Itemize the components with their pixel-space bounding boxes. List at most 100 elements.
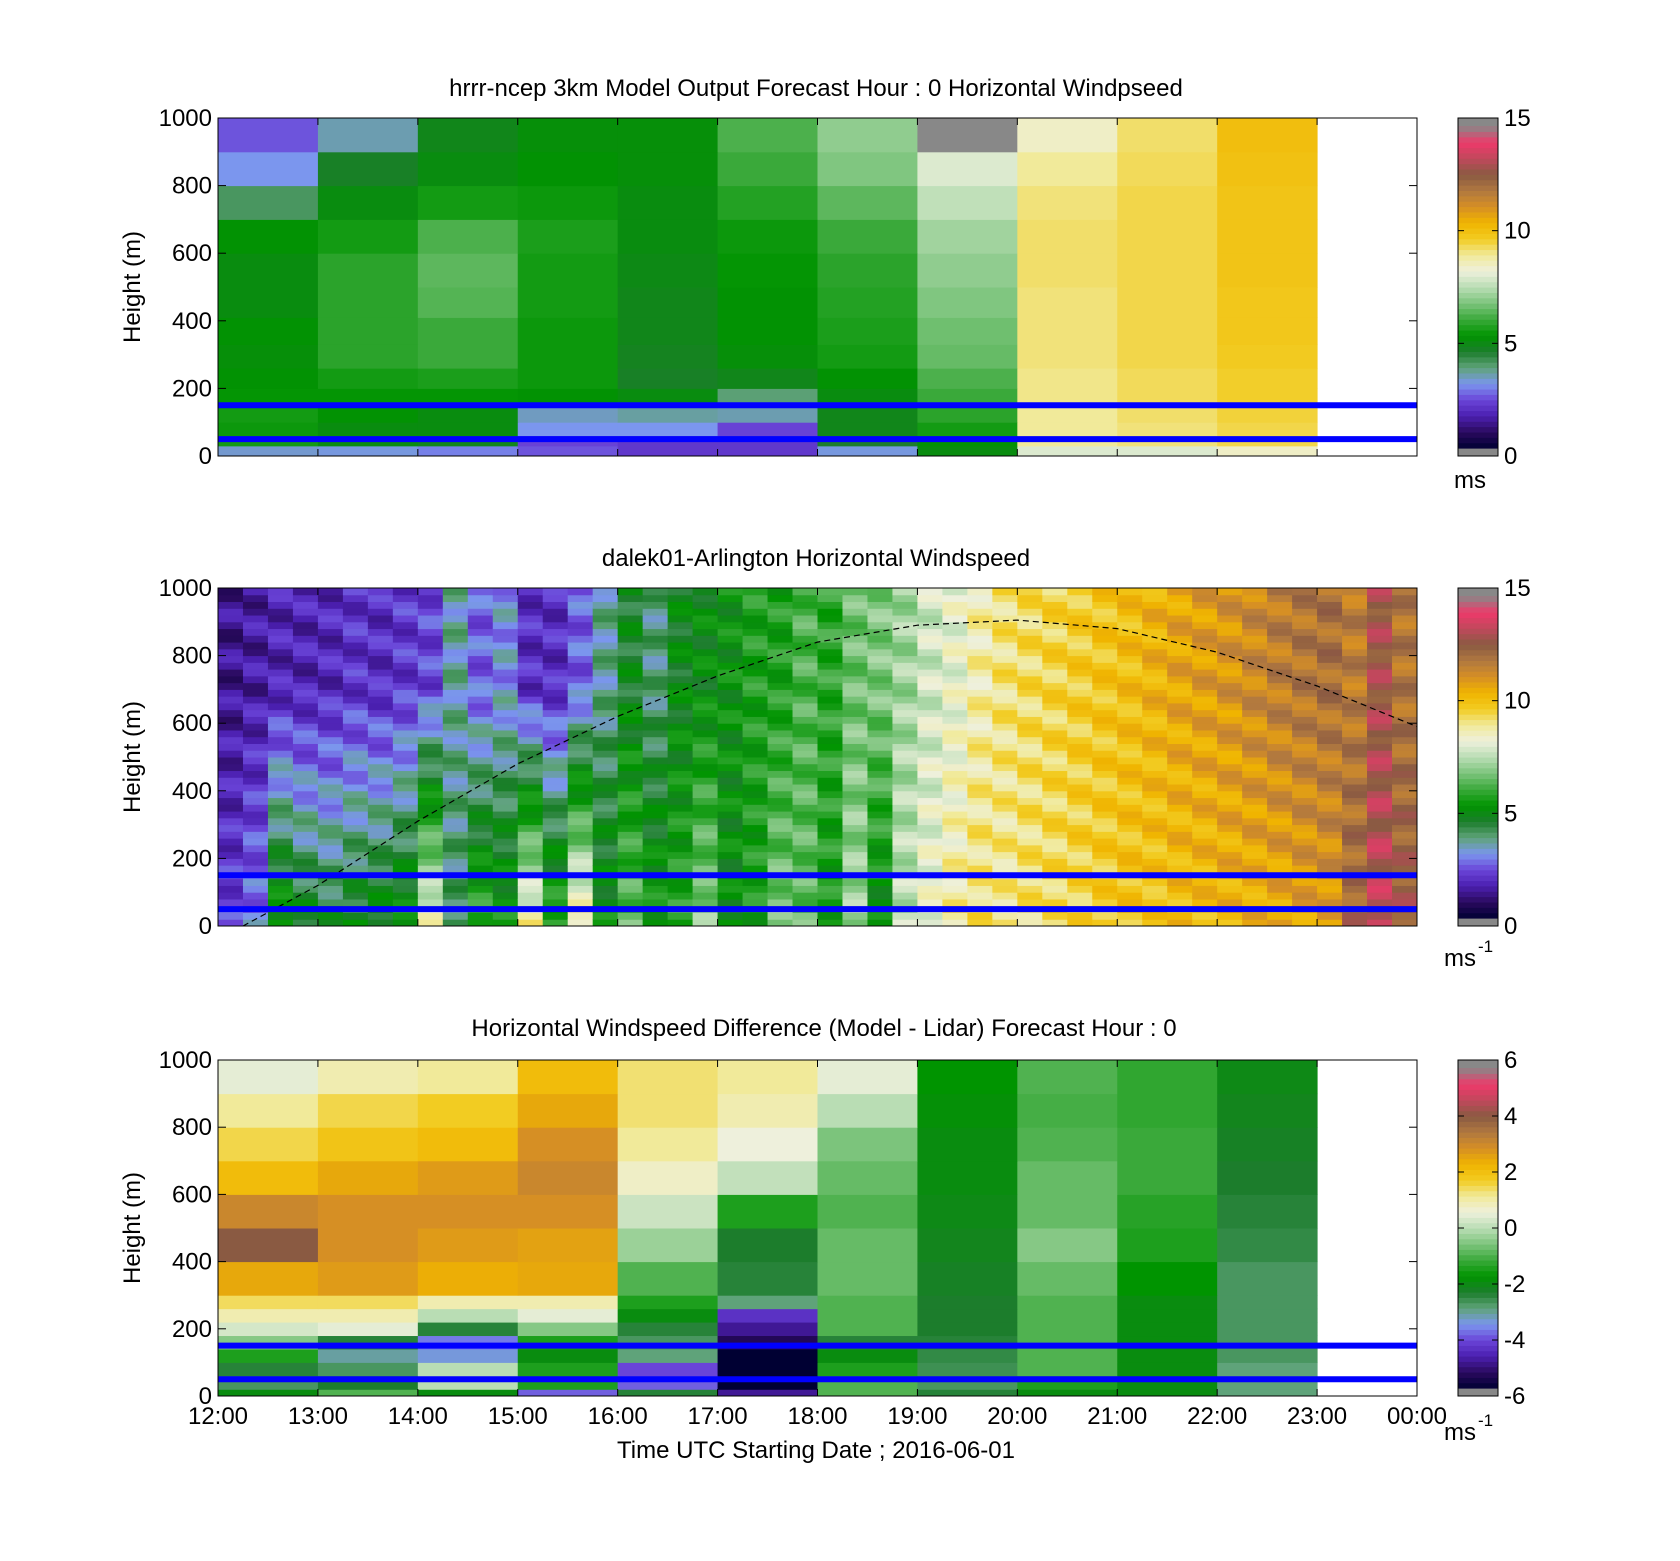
heatmap-cell	[842, 777, 868, 785]
heatmap-cell	[842, 851, 868, 859]
heatmap-cell	[1267, 912, 1293, 920]
heatmap-cell	[1292, 648, 1318, 657]
heatmap-cell	[417, 858, 444, 866]
heatmap-cell	[467, 601, 494, 609]
heatmap-cell	[1117, 811, 1143, 819]
heatmap-cell	[417, 885, 444, 893]
heatmap-cell	[1117, 445, 1218, 457]
heatmap-cell	[292, 702, 319, 711]
heatmap-cell	[1142, 898, 1168, 907]
heatmap-cell	[442, 898, 469, 907]
heatmap-cell	[892, 648, 918, 657]
heatmap-cell	[1242, 628, 1268, 636]
heatmap-cell	[1242, 615, 1268, 623]
heatmap-cell	[742, 648, 769, 657]
heatmap-cell	[717, 702, 744, 711]
heatmap-cell	[1017, 287, 1118, 318]
colorbar-segment	[1458, 1153, 1498, 1160]
heatmap-cell	[642, 919, 669, 927]
heatmap-cell	[592, 682, 619, 690]
colorbar-segment	[1458, 383, 1498, 390]
colorbar-segment	[1458, 918, 1498, 926]
heatmap-cell	[1342, 588, 1368, 596]
colorbar-segment	[1458, 372, 1498, 379]
heatmap-cell	[1167, 784, 1193, 792]
heatmap-cell	[242, 662, 269, 670]
heatmap-cell	[1392, 763, 1418, 772]
heatmap-cell	[1117, 1060, 1218, 1095]
heatmap-cell	[1342, 878, 1368, 886]
heatmap-cell	[1267, 689, 1293, 697]
heatmap-cell	[1017, 912, 1043, 920]
heatmap-cell	[1317, 878, 1343, 886]
heatmap-cell	[1317, 729, 1343, 738]
heatmap-cell	[492, 689, 519, 697]
heatmap-cell	[1117, 601, 1143, 609]
heatmap-cell	[917, 615, 943, 623]
colorbar-segment	[1458, 335, 1498, 342]
heatmap-cell	[1292, 669, 1318, 677]
heatmap-cell	[567, 682, 594, 690]
heatmap-cell	[642, 838, 669, 846]
heatmap-cell	[1017, 702, 1043, 711]
heatmap-cell	[517, 912, 544, 920]
heatmap-cell	[917, 1160, 1018, 1195]
heatmap-cell	[1142, 716, 1168, 724]
heatmap-cell	[692, 723, 719, 731]
heatmap-cell	[218, 655, 244, 663]
heatmap-cell	[417, 851, 444, 859]
heatmap-cell	[567, 777, 594, 785]
heatmap-cell	[567, 750, 594, 758]
heatmap-cell	[867, 669, 893, 677]
heatmap-cell	[417, 642, 444, 650]
heatmap-cell	[218, 628, 244, 636]
heatmap-cell	[342, 858, 369, 866]
heatmap-cell	[218, 1322, 319, 1337]
heatmap-cell	[292, 635, 319, 643]
heatmap-cell	[792, 838, 818, 846]
heatmap-cell	[867, 898, 893, 907]
heatmap-cell	[867, 655, 893, 663]
heatmap-cell	[817, 344, 918, 369]
heatmap-cell	[1217, 615, 1243, 623]
heatmap-cell	[617, 1194, 719, 1229]
heatmap-cell	[667, 729, 694, 738]
heatmap-cell	[717, 422, 818, 437]
heatmap-cell	[442, 608, 469, 616]
heatmap-cell	[218, 1389, 319, 1397]
heatmap-cell	[1042, 642, 1068, 650]
heatmap-cell	[992, 750, 1018, 758]
heatmap-cell	[1167, 588, 1193, 596]
heatmap-cell	[1117, 675, 1143, 684]
heatmap-cell	[1267, 615, 1293, 623]
heatmap-cell	[467, 608, 494, 616]
heatmap-cell	[667, 594, 694, 603]
heatmap-cell	[317, 784, 344, 792]
heatmap-cell	[917, 702, 943, 711]
panel-difference-reference-lines	[218, 1342, 1417, 1383]
heatmap-cell	[1292, 709, 1318, 717]
heatmap-cell	[367, 784, 394, 792]
heatmap-cell	[1367, 797, 1393, 805]
heatmap-cell	[367, 851, 394, 859]
heatmap-cell	[1167, 696, 1193, 704]
heatmap-cell	[867, 723, 893, 731]
heatmap-cell	[817, 757, 843, 765]
heatmap-cell	[1267, 621, 1293, 630]
heatmap-cell	[1167, 729, 1193, 738]
heatmap-cell	[442, 709, 469, 717]
heatmap-cell	[1392, 770, 1418, 778]
heatmap-cell	[967, 669, 993, 677]
heatmap-cell	[1242, 621, 1268, 630]
heatmap-cell	[1117, 729, 1143, 738]
heatmap-cell	[592, 919, 619, 927]
heatmap-cell	[267, 804, 294, 812]
heatmap-cell	[1242, 919, 1268, 927]
heatmap-cell	[642, 648, 669, 657]
heatmap-cell	[1317, 811, 1343, 819]
heatmap-cell	[1242, 709, 1268, 717]
heatmap-cell	[667, 844, 694, 853]
heatmap-cell	[642, 831, 669, 839]
heatmap-cell	[1192, 743, 1218, 751]
colorbar-segment	[1458, 1201, 1498, 1208]
